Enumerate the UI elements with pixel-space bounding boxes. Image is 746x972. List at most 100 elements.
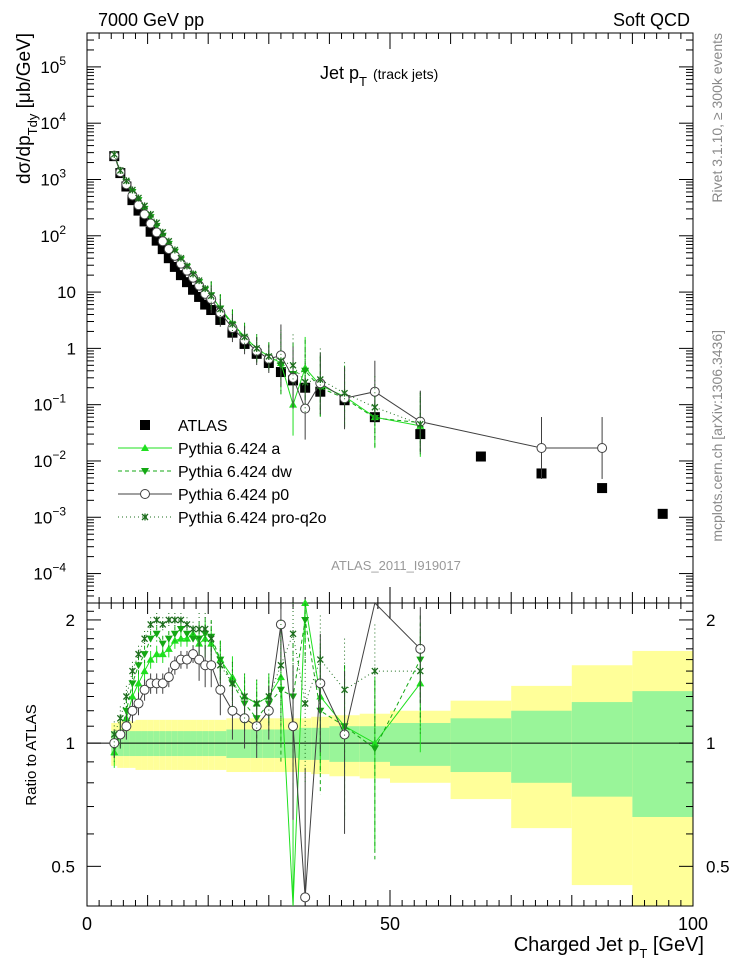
legend-entry: Pythia 6.424 dw	[118, 464, 292, 481]
data-point	[147, 210, 155, 218]
ratio-y-tick-label-right: 1	[706, 734, 715, 753]
ratio-point	[139, 684, 150, 695]
series-4	[110, 150, 424, 456]
ratio-point	[195, 635, 204, 643]
data-point	[151, 227, 162, 238]
data-point	[289, 361, 297, 369]
legend-marker	[140, 420, 150, 430]
ratio-point	[157, 678, 168, 689]
data-point	[128, 186, 136, 194]
ratio-point	[215, 684, 226, 695]
band-inner-bin	[299, 727, 312, 760]
band-inner-bin	[262, 729, 275, 758]
ratio-point	[289, 630, 297, 638]
data-point	[475, 451, 486, 462]
main-y-tick-label: 10	[57, 283, 76, 302]
series-1	[110, 151, 425, 457]
ratio-point	[182, 634, 191, 642]
ratio-point	[300, 892, 311, 903]
ratio-point	[201, 625, 209, 633]
data-point	[288, 372, 299, 383]
data-point	[139, 209, 150, 220]
band-inner-bin	[632, 691, 693, 817]
ratio-point	[201, 634, 210, 642]
data-point	[253, 344, 261, 352]
legend-marker	[141, 468, 149, 475]
ratio-point	[140, 667, 149, 675]
ratio-point	[176, 634, 185, 642]
ratio-point	[153, 616, 161, 624]
ratio-point	[177, 616, 185, 624]
x-axis-title: Charged Jet pT [GeV]	[514, 934, 704, 961]
ratio-y-tick-label: 2	[66, 611, 75, 630]
ratio-point	[227, 705, 238, 716]
ratio-point	[152, 650, 161, 658]
legend-label: Pythia 6.424 p0	[178, 487, 289, 504]
ratio-point	[133, 698, 144, 709]
ratio-point	[216, 656, 225, 664]
ratio-point	[170, 630, 179, 638]
data-point	[141, 202, 149, 210]
ratio-point	[164, 635, 173, 643]
ratio-point	[207, 635, 215, 643]
ratio-point	[134, 662, 143, 670]
band-inner-bin	[511, 710, 572, 783]
ratio-point	[341, 686, 349, 694]
data-point	[133, 205, 144, 216]
ratio-point	[169, 660, 180, 671]
legend-label: ATLAS	[178, 418, 228, 435]
header-right: Soft QCD	[613, 10, 690, 30]
main-y-tick-label: 102	[40, 223, 66, 246]
data-point	[371, 403, 379, 411]
ratio-point	[276, 686, 285, 694]
ratio-point	[165, 616, 173, 624]
ratio-point	[163, 672, 174, 683]
data-point	[597, 442, 608, 453]
data-point	[194, 291, 205, 302]
main-y-axis-title: dσ/dpTdy [μb/GeV]	[14, 33, 40, 184]
data-point	[163, 253, 174, 264]
ratio-point	[189, 635, 198, 643]
ratio-point	[189, 625, 197, 633]
ratio-point	[194, 654, 205, 665]
data-point	[207, 292, 215, 300]
legend-label: Pythia 6.424 pro-q2o	[178, 510, 327, 527]
plot-title-sub: T	[359, 74, 367, 89]
band-inner-bin	[450, 718, 512, 773]
legend-entry: Pythia 6.424 p0	[118, 487, 289, 504]
data-point	[265, 352, 273, 360]
ratio-point	[370, 745, 379, 753]
data-point	[159, 228, 167, 236]
ratio-y-axis-title: Ratio to ATLAS	[23, 704, 40, 805]
data-point	[201, 285, 209, 293]
main-y-tick-label: 10−2	[33, 448, 66, 471]
ratio-point	[370, 739, 379, 747]
ratio-series-4	[110, 603, 424, 783]
data-point	[135, 194, 142, 202]
data-point	[139, 216, 150, 227]
data-point	[369, 386, 380, 397]
data-point	[277, 357, 285, 365]
x-tick-label: 0	[82, 914, 92, 934]
main-y-tick-label: 10−1	[33, 392, 66, 415]
ratio-point	[241, 693, 249, 701]
ratio-point	[146, 635, 155, 643]
ratio-point	[121, 721, 132, 732]
ratio-point	[170, 636, 179, 644]
main-y-tick-label: 104	[40, 110, 66, 133]
data-point	[536, 442, 547, 453]
ratio-point	[171, 616, 179, 624]
ratio-point	[301, 599, 310, 606]
ratio-point	[128, 692, 137, 700]
legend-marker	[141, 444, 149, 451]
ratio-point	[140, 651, 149, 659]
ratio-point	[316, 656, 324, 664]
legend-marker	[141, 513, 149, 521]
legend-entry: ATLAS	[140, 418, 228, 435]
legend-label: Pythia 6.424 dw	[178, 464, 292, 481]
ratio-point	[206, 660, 217, 671]
ratio-point	[134, 679, 143, 687]
data-point	[183, 262, 191, 270]
data-point	[597, 483, 608, 494]
